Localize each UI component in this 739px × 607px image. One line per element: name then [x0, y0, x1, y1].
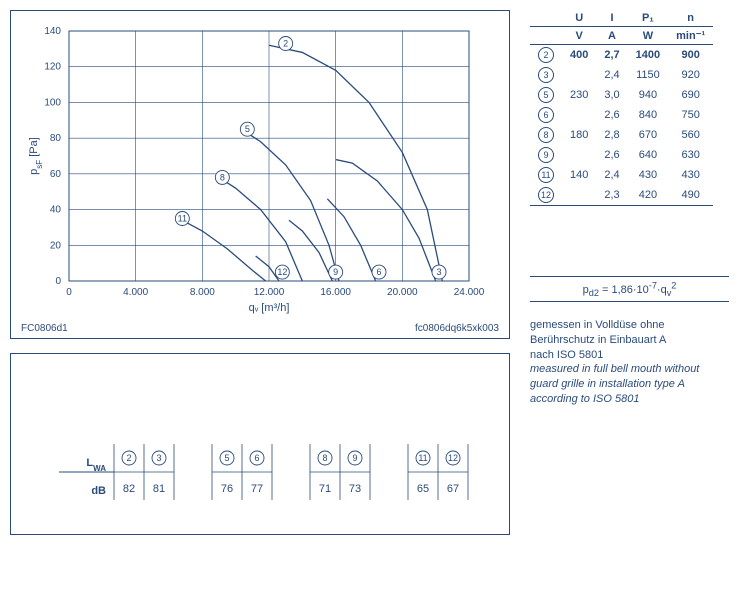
svg-text:qᵥ [m³/h]: qᵥ [m³/h] — [249, 302, 290, 314]
chart-svg: 0 4.000 8.000 12.000 16.000 20.000 24.000 0 20 40… — [19, 21, 489, 321]
svg-text:77: 77 — [251, 483, 263, 495]
svg-text:24.000: 24.000 — [454, 287, 485, 298]
svg-text:82: 82 — [123, 483, 135, 495]
svg-text:0: 0 — [66, 287, 72, 298]
svg-text:9: 9 — [352, 453, 357, 463]
svg-text:3: 3 — [156, 453, 161, 463]
svg-text:dB: dB — [91, 485, 106, 497]
svg-text:8.000: 8.000 — [190, 287, 215, 298]
svg-text:140: 140 — [44, 26, 61, 37]
pressure-flow-chart: 0 4.000 8.000 12.000 16.000 20.000 24.000 0 20 40… — [10, 10, 510, 339]
svg-text:20: 20 — [50, 240, 62, 251]
note-en-2: guard grille in installation type A — [530, 377, 729, 392]
note-de-1: gemessen in Volldüse ohne — [530, 318, 729, 333]
note-en-1: measured in full bell mouth without — [530, 362, 729, 377]
svg-text:67: 67 — [447, 483, 459, 495]
svg-text:0: 0 — [55, 276, 61, 287]
svg-text:6: 6 — [254, 453, 259, 463]
svg-text:4.000: 4.000 — [123, 287, 148, 298]
sound-svg: LWA dB 2 3 82 81 5 6 76 77 8 9 71 73 11 12 65 67 — [11, 354, 509, 532]
note-de-2: Berührschutz in Einbauart A — [530, 333, 729, 348]
svg-text:40: 40 — [50, 205, 62, 216]
svg-text:12: 12 — [448, 453, 458, 463]
svg-text:12: 12 — [277, 267, 287, 277]
spec-table: UIP₁nVAWmin⁻¹24002,7140090032,4115092052… — [530, 10, 713, 206]
svg-text:65: 65 — [417, 483, 429, 495]
svg-text:2: 2 — [283, 39, 288, 49]
sound-level-panel: LWA dB 2 3 82 81 5 6 76 77 8 9 71 73 11 12 65 67 — [10, 353, 510, 535]
svg-text:12.000: 12.000 — [254, 287, 285, 298]
svg-text:71: 71 — [319, 483, 331, 495]
svg-text:LWA: LWA — [86, 457, 106, 473]
svg-text:100: 100 — [44, 97, 61, 108]
svg-text:9: 9 — [333, 267, 338, 277]
svg-text:8: 8 — [322, 453, 327, 463]
note-en-3: according to ISO 5801 — [530, 392, 729, 407]
svg-text:81: 81 — [153, 483, 165, 495]
svg-text:5: 5 — [224, 453, 229, 463]
svg-text:11: 11 — [418, 453, 427, 463]
svg-text:3: 3 — [436, 267, 441, 277]
svg-text:psF [Pa]: psF [Pa] — [28, 137, 44, 175]
svg-text:120: 120 — [44, 62, 61, 73]
svg-text:20.000: 20.000 — [387, 287, 418, 298]
svg-text:76: 76 — [221, 483, 233, 495]
svg-text:80: 80 — [50, 133, 62, 144]
svg-text:16.000: 16.000 — [320, 287, 351, 298]
formula-box: pd2 = 1,86·10-7·qv2 — [530, 276, 729, 302]
svg-text:11: 11 — [178, 214, 187, 224]
note-de-3: nach ISO 5801 — [530, 348, 729, 363]
svg-text:73: 73 — [349, 483, 361, 495]
chart-code-right: fc0806dq6k5xk003 — [415, 323, 499, 334]
chart-code-left: FC0806d1 — [21, 323, 68, 334]
svg-text:60: 60 — [50, 169, 62, 180]
svg-text:2: 2 — [126, 453, 131, 463]
measurement-notes: gemessen in Volldüse ohne Berührschutz i… — [530, 318, 729, 407]
svg-text:6: 6 — [376, 267, 381, 277]
formula-text: pd2 = 1,86·10-7·qv2 — [583, 284, 677, 296]
svg-text:8: 8 — [220, 172, 225, 182]
svg-text:5: 5 — [245, 124, 250, 134]
